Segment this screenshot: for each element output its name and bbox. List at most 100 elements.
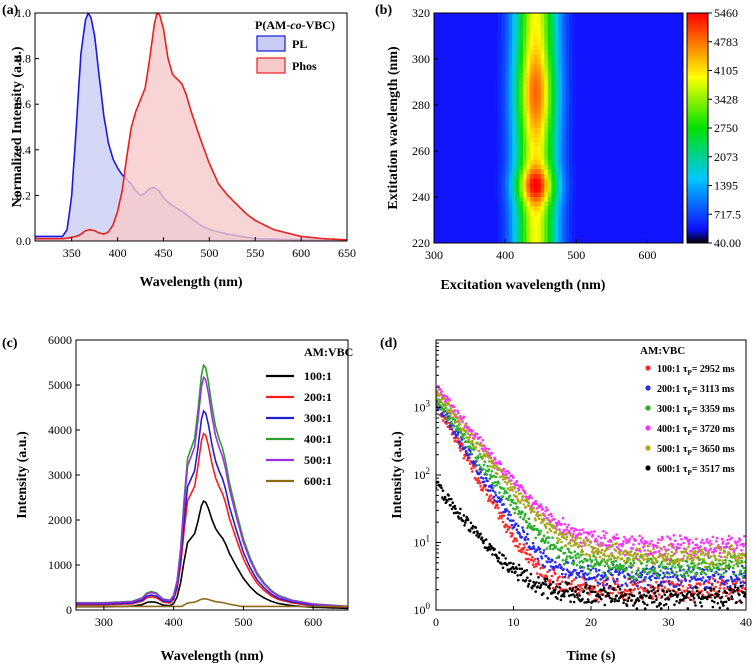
heatmap-cell: [615, 31, 620, 37]
heatmap-cell: [672, 197, 677, 202]
decay-point: [511, 532, 514, 535]
heatmap-cell: [494, 146, 499, 152]
heatmap-cell: [522, 26, 527, 32]
heatmap-cell: [675, 123, 680, 129]
heatmap-cell: [451, 141, 456, 147]
decay-point: [542, 534, 546, 537]
heatmap-cell: [629, 22, 634, 28]
heatmap-cell: [515, 49, 520, 55]
heatmap-cell: [458, 128, 463, 133]
heatmap-cell: [537, 72, 542, 78]
heatmap-cell: [508, 164, 513, 170]
heatmap-cell: [458, 40, 463, 46]
heatmap-cell: [672, 45, 677, 51]
heatmap-cell: [661, 183, 666, 189]
heatmap-cell: [608, 49, 613, 55]
heatmap-cell: [480, 123, 485, 129]
heatmap-cell: [547, 206, 552, 212]
heatmap-cell: [558, 141, 563, 147]
heatmap-cell: [530, 109, 534, 115]
decay-point: [724, 594, 728, 598]
heatmap-cell: [508, 63, 513, 69]
heatmap-cell: [633, 95, 638, 101]
heatmap-cell: [508, 132, 513, 138]
decay-point: [524, 557, 528, 561]
decay-point: [613, 580, 616, 584]
heatmap-cell: [434, 77, 438, 83]
decay-point: [520, 550, 524, 554]
heatmap-cell: [562, 197, 567, 202]
heatmap-cell: [572, 17, 577, 23]
heatmap-cell: [483, 233, 488, 239]
heatmap-cell: [618, 45, 623, 51]
decay-point: [523, 546, 526, 549]
heatmap-cell: [466, 36, 470, 41]
heatmap-cell: [544, 174, 549, 179]
heatmap-cell: [505, 123, 510, 129]
heatmap-cell: [508, 155, 513, 161]
heatmap-cell: [611, 17, 616, 23]
decay-point: [522, 517, 526, 520]
heatmap-cell: [615, 36, 620, 41]
heatmap-cell: [458, 215, 463, 221]
decay-point: [706, 569, 710, 572]
heatmap-cell: [441, 86, 446, 92]
heatmap-cell: [636, 72, 641, 78]
heatmap-cell: [668, 201, 673, 207]
heatmap-cell: [558, 91, 563, 97]
heatmap-cell: [675, 146, 680, 152]
decay-point: [505, 491, 509, 495]
heatmap-cell: [519, 197, 524, 202]
decay-point: [727, 563, 731, 566]
heatmap-cell: [498, 17, 502, 23]
heatmap-cell: [626, 123, 631, 129]
heatmap-cell: [601, 54, 606, 60]
heatmap-cell: [576, 82, 581, 87]
heatmap-cell: [650, 233, 655, 239]
heatmap-cell: [526, 128, 531, 133]
heatmap-cell: [444, 192, 449, 198]
heatmap-cell: [505, 77, 510, 83]
heatmap-cell: [611, 91, 616, 97]
heatmap-cell: [544, 164, 549, 170]
heatmap-cell: [658, 109, 663, 115]
heatmap-cell: [633, 187, 638, 193]
heatmap-cell: [441, 174, 446, 179]
heatmap-cell: [490, 137, 495, 143]
heatmap-cell: [544, 137, 549, 143]
heatmap-cell: [633, 206, 638, 212]
heatmap-cell: [469, 146, 474, 152]
decay-point: [581, 583, 585, 586]
heatmap-cell: [626, 109, 631, 115]
heatmap-cell: [668, 54, 673, 60]
decay-point: [478, 468, 482, 471]
heatmap-cell: [480, 146, 485, 152]
heatmap-cell: [448, 155, 453, 161]
decay-point: [594, 558, 597, 561]
heatmap-cell: [679, 77, 684, 83]
heatmap-cell: [565, 169, 570, 175]
heatmap-cell: [661, 82, 666, 87]
heatmap-cell: [466, 54, 470, 60]
heatmap-cell: [544, 192, 549, 198]
heatmap-cell: [597, 123, 602, 129]
decay-point: [578, 575, 581, 579]
heatmap-cell: [622, 128, 627, 133]
decay-point: [732, 570, 736, 574]
heatmap-cell: [490, 109, 495, 115]
heatmap-cell: [665, 192, 670, 198]
decay-point: [505, 530, 508, 534]
heatmap-cell: [654, 210, 659, 216]
heatmap-cell: [643, 105, 648, 110]
heatmap-cell: [494, 31, 499, 37]
decay-point: [554, 561, 557, 564]
heatmap-cell: [636, 123, 641, 129]
heatmap-cell: [512, 160, 517, 166]
heatmap-cell: [640, 206, 645, 212]
heatmap-cell: [551, 187, 556, 193]
heatmap-cell: [458, 192, 463, 198]
heatmap-cell: [437, 31, 442, 37]
decay-point: [485, 493, 489, 496]
heatmap-cell: [658, 160, 663, 166]
decay-point: [615, 570, 618, 573]
